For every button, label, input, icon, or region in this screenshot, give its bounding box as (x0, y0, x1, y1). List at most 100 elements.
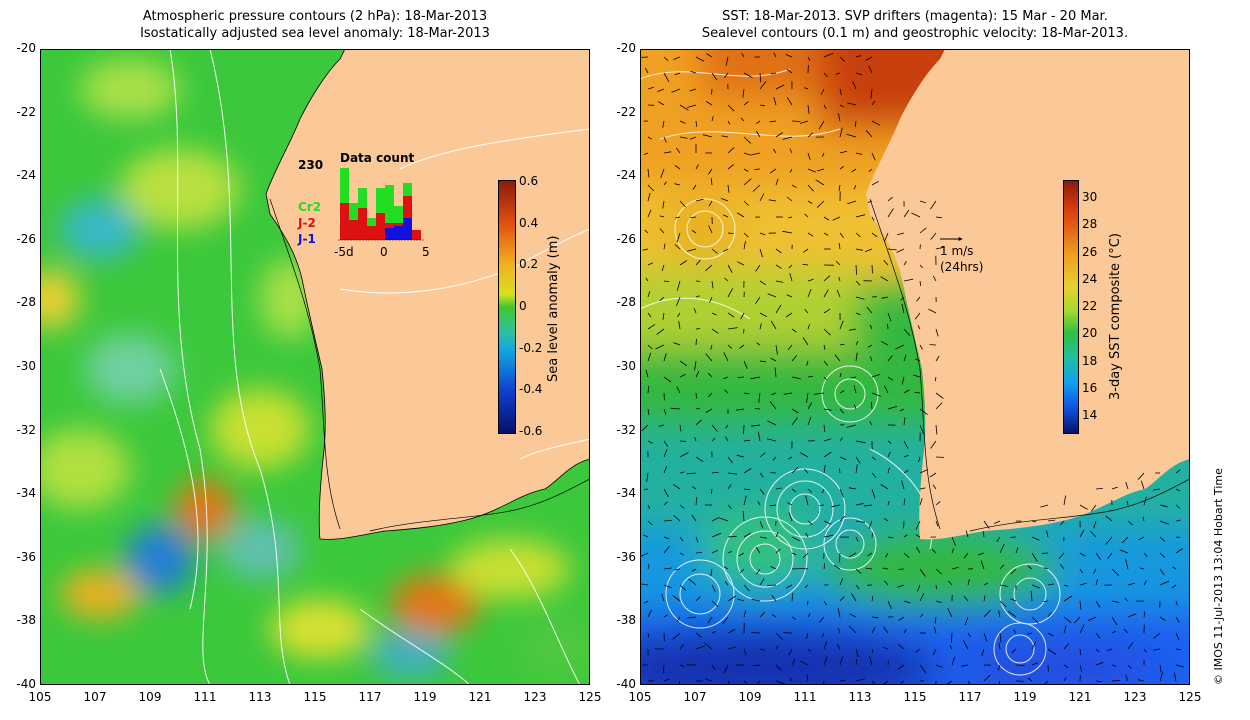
velocity-arrow (752, 664, 761, 667)
velocity-arrow (647, 312, 652, 318)
velocity-arrow (675, 216, 681, 219)
velocity-arrow (887, 406, 898, 410)
velocity-arrow (1105, 536, 1113, 545)
sst-colorbar-tick: 20 (1082, 326, 1098, 341)
velocity-arrow (723, 248, 729, 252)
velocity-arrow (1142, 516, 1145, 522)
velocity-arrow (676, 386, 681, 394)
velocity-arrow (903, 278, 914, 282)
velocity-arrow (1090, 530, 1097, 538)
velocity-arrow (901, 303, 905, 314)
velocity-arrow (1031, 584, 1041, 589)
velocity-arrow (724, 581, 729, 586)
velocity-arrow (823, 289, 829, 298)
velocity-arrow (755, 264, 761, 272)
velocity-arrow (881, 296, 889, 299)
velocity-arrow (903, 454, 909, 458)
velocity-arrow (647, 324, 656, 330)
velocity-arrow (743, 178, 752, 186)
velocity-arrow (804, 584, 809, 589)
velocity-arrow (775, 532, 779, 538)
velocity-arrow (983, 674, 991, 682)
velocity-arrow (899, 408, 905, 412)
velocity-arrow (695, 645, 706, 650)
velocity-arrow (727, 288, 734, 298)
right-map-title-line2: Sealevel contours (0.1 m) and geostrophi… (701, 26, 1129, 41)
velocity-arrow (839, 516, 845, 522)
velocity-arrow (1111, 680, 1121, 682)
velocity-arrow (769, 120, 777, 123)
velocity-arrow (743, 200, 749, 206)
velocity-arrow (848, 328, 857, 331)
velocity-arrow (815, 179, 825, 186)
velocity-arrow (727, 184, 730, 193)
velocity-arrow (807, 402, 813, 410)
right-lat-tick: -40 (616, 677, 636, 691)
velocity-arrow (855, 520, 865, 523)
velocity-arrow (887, 500, 890, 506)
velocity-arrow (1063, 616, 1072, 624)
velocity-arrow (673, 515, 681, 522)
velocity-arrow (1093, 568, 1097, 574)
velocity-arrow (759, 360, 767, 363)
right-lon-tick: 121 (1068, 690, 1092, 704)
velocity-arrow (1026, 632, 1033, 635)
velocity-arrow (852, 81, 857, 90)
left-lat-tick: -34 (16, 486, 36, 501)
velocity-arrow (903, 260, 907, 266)
velocity-arrow (871, 472, 877, 479)
velocity-arrow (690, 70, 697, 74)
velocity-arrow (775, 248, 782, 254)
velocity-arrow (814, 392, 825, 395)
velocity-arrow (865, 567, 873, 570)
velocity-arrow (737, 598, 745, 602)
velocity-arrow (723, 214, 729, 218)
velocity-arrow (743, 152, 751, 156)
velocity-arrow (887, 440, 892, 444)
velocity-arrow (663, 353, 667, 362)
velocity-arrow (775, 664, 782, 671)
velocity-arrow (674, 164, 681, 170)
velocity-arrow (672, 483, 681, 490)
velocity-arrow (918, 456, 921, 463)
velocity-arrow (1152, 488, 1161, 491)
velocity-arrow (948, 580, 953, 586)
left-map-title-line1: Atmospheric pressure contours (2 hPa): 1… (142, 9, 488, 24)
velocity-arrow (673, 568, 681, 571)
velocity-arrow (788, 512, 793, 522)
velocity-arrow (786, 196, 793, 202)
velocity-arrow (807, 232, 814, 237)
velocity-arrow (679, 504, 685, 509)
velocity-arrow (670, 407, 681, 410)
velocity-arrow (775, 264, 782, 269)
velocity-arrow (800, 568, 809, 570)
velocity-arrow (708, 225, 713, 234)
velocity-arrow (663, 465, 668, 474)
velocity-arrow (1079, 568, 1083, 574)
velocity-arrow (675, 147, 681, 154)
sea-level-colorbar-label: Sea level anomaly (m) (546, 235, 561, 382)
velocity-arrow (663, 56, 669, 61)
velocity-arrow (802, 552, 809, 559)
velocity-arrow (895, 344, 905, 350)
velocity-arrow (823, 563, 826, 570)
velocity-arrow (656, 328, 665, 335)
velocity-arrow (839, 320, 844, 330)
velocity-arrow (647, 440, 653, 444)
velocity-arrow (887, 467, 890, 474)
velocity-arrow (759, 648, 766, 651)
velocity-arrow (647, 136, 653, 140)
velocity-arrow (1143, 648, 1147, 653)
velocity-arrow (919, 497, 923, 506)
velocity-arrow (919, 568, 926, 577)
velocity-arrow (660, 168, 665, 179)
sea-level-colorbar-tick: 0.6 (519, 174, 539, 188)
left-lon-tick: 119 (413, 690, 437, 704)
velocity-arrow (775, 487, 782, 490)
velocity-arrow (711, 437, 716, 442)
velocity-arrow (836, 644, 841, 650)
velocity-arrow (903, 354, 907, 362)
velocity-arrow (919, 593, 925, 602)
velocity-arrow (645, 277, 649, 282)
velocity-arrow (791, 488, 797, 493)
